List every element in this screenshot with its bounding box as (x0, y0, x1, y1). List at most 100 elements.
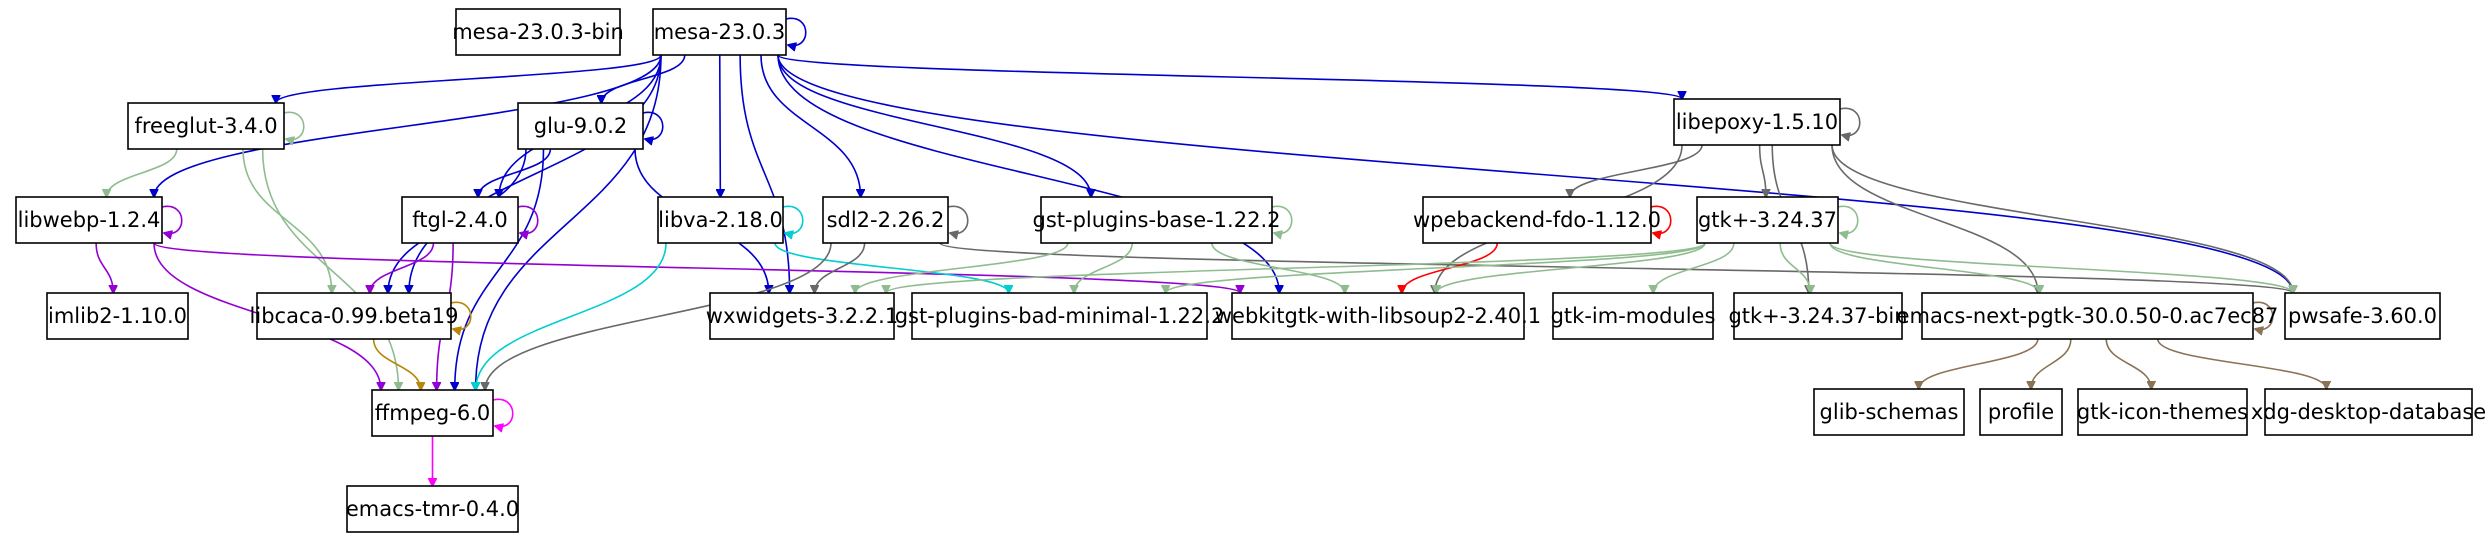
edge-libepoxy-to-libepoxy (1839, 107, 1861, 135)
package-node-libcaca[interactable]: libcaca-0.99.beta19 (250, 292, 459, 340)
package-node-profile[interactable]: profile (1979, 388, 2063, 436)
dependency-edge (492, 398, 514, 426)
edge-libva-to-libva (782, 205, 804, 233)
dependency-edge (777, 54, 2293, 293)
package-node-box (455, 8, 621, 56)
dependency-edge (450, 301, 472, 329)
package-node-xdg_desktop[interactable]: xdg-desktop-database (2251, 388, 2486, 436)
dependency-edge (485, 242, 832, 390)
dependency-edge (1779, 242, 1810, 293)
package-node-box (127, 102, 285, 150)
dependency-edge (409, 54, 662, 293)
package-node-label: gtk+-3.24.37-bin (1728, 304, 1907, 328)
dependency-edge (455, 148, 545, 390)
package-node-mesa_bin[interactable]: mesa-23.0.3-bin (452, 8, 624, 56)
package-node-mesa[interactable]: mesa-23.0.3 (652, 8, 787, 56)
package-node-box (46, 292, 189, 340)
dependency-edge (1166, 242, 1706, 293)
package-node-box (652, 8, 787, 56)
package-node-box (256, 292, 452, 340)
package-node-gtk3[interactable]: gtk+-3.24.37 (1696, 196, 1839, 244)
dependency-edge (1837, 205, 1859, 233)
package-node-box (517, 102, 644, 150)
package-node-label: emacs-tmr-0.4.0 (346, 497, 519, 521)
package-node-label: wxwidgets-3.2.2.1 (706, 304, 898, 328)
edge-gtk3-to-gtk3_bin (1779, 242, 1810, 293)
package-node-gtk3_bin[interactable]: gtk+-3.24.37-bin (1728, 292, 1908, 340)
package-node-box (2264, 388, 2473, 436)
dependency-edge (2156, 338, 2327, 389)
edge-gst_base-to-wxwidgets (855, 242, 1069, 293)
package-node-libwebp[interactable]: libwebp-1.2.4 (15, 196, 163, 244)
package-node-webkitgtk[interactable]: webkitgtk-with-libsoup2-2.40.1 (1215, 292, 1541, 340)
dependency-edge (1831, 144, 2038, 293)
package-node-label: libwebp-1.2.4 (18, 208, 161, 232)
edge-libepoxy-to-wpebackend (1570, 144, 1703, 197)
dependency-edge (601, 54, 686, 103)
package-node-label: glu-9.0.2 (534, 114, 628, 138)
edge-gst_base-to-gst_bad (1074, 242, 1134, 293)
edge-gtk3-to-gtk3 (1837, 205, 1859, 233)
package-node-box (1673, 98, 1841, 146)
dependency-edge (777, 54, 1279, 293)
package-node-imlib2[interactable]: imlib2-1.10.0 (46, 292, 189, 340)
edge-mesa-to-wxwidgets (739, 54, 790, 293)
package-node-glib_schemas[interactable]: glib-schemas (1813, 388, 1965, 436)
edge-mesa-to-sdl2 (760, 54, 861, 197)
package-node-ftgl[interactable]: ftgl-2.4.0 (401, 196, 519, 244)
package-node-label: xdg-desktop-database (2251, 400, 2486, 424)
package-node-label: pwsafe-3.60.0 (2288, 304, 2437, 328)
dependency-edge (1829, 242, 2293, 293)
edge-mesa-to-ffmpeg (476, 54, 662, 390)
edge-glu-to-glu (642, 111, 664, 139)
edge-sdl2-to-ffmpeg (485, 242, 832, 390)
dependency-edge (1653, 242, 1735, 293)
package-node-libepoxy[interactable]: libepoxy-1.5.10 (1673, 98, 1841, 146)
package-node-gtk_icon[interactable]: gtk-icon-themes (2077, 388, 2248, 436)
dependency-edge (1831, 144, 2293, 293)
dependency-edge (642, 111, 664, 139)
dependency-edge (739, 54, 790, 293)
package-node-box (371, 389, 494, 437)
package-node-box (15, 196, 163, 244)
package-node-box (822, 196, 949, 244)
package-node-gst_bad[interactable]: gst-plugins-bad-minimal-1.22.2 (895, 292, 1225, 340)
dependency-edge (785, 17, 807, 45)
package-node-ffmpeg[interactable]: ffmpeg-6.0 (371, 389, 494, 437)
edge-libwebp-to-webkitgtk (153, 242, 1240, 293)
package-node-wxwidgets[interactable]: wxwidgets-3.2.2.1 (706, 292, 898, 340)
edge-freeglut-to-ffmpeg (261, 148, 399, 390)
dependency-edge (476, 54, 662, 390)
edge-emacs_pgtk-to-emacs_pgtk (2252, 301, 2274, 329)
package-node-box (911, 292, 1208, 340)
package-node-freeglut[interactable]: freeglut-3.4.0 (127, 102, 285, 150)
edge-libepoxy-to-gtk3 (1758, 144, 1766, 197)
package-node-box (401, 196, 519, 244)
edge-libcaca-to-libcaca (450, 301, 472, 329)
package-node-box (1696, 196, 1839, 244)
package-node-label: freeglut-3.4.0 (134, 114, 277, 138)
edge-libwebp-to-libwebp (161, 205, 183, 233)
package-node-emacs_pgtk[interactable]: emacs-next-pgtk-30.0.50-0.ac7ec87 (1897, 292, 2279, 340)
package-node-box (1552, 292, 1714, 340)
edge-gtk3-to-gst_bad (1166, 242, 1706, 293)
package-node-box (1813, 388, 1965, 436)
edge-gtk3-to-webkitgtk (1436, 242, 1706, 293)
edge-mesa-to-glu (601, 54, 686, 103)
package-node-sdl2[interactable]: sdl2-2.26.2 (822, 196, 949, 244)
dependency-edge (1650, 205, 1672, 233)
package-node-libva[interactable]: libva-2.18.0 (657, 196, 784, 244)
edge-gtk3-to-emacs_pgtk (1829, 242, 2040, 293)
package-node-gst_base[interactable]: gst-plugins-base-1.22.2 (1033, 196, 1281, 244)
package-node-glu[interactable]: glu-9.0.2 (517, 102, 644, 150)
package-node-wpebackend[interactable]: wpebackend-fdo-1.12.0 (1413, 196, 1661, 244)
dependency-edge (1758, 144, 1766, 197)
dependency-edge (1074, 242, 1134, 293)
package-node-gtk_im[interactable]: gtk-im-modules (1551, 292, 1716, 340)
package-node-label: libcaca-0.99.beta19 (250, 304, 459, 328)
package-node-pwsafe[interactable]: pwsafe-3.60.0 (2284, 292, 2441, 340)
edge-glu-to-ftgl (478, 148, 552, 197)
package-node-emacs_tmr[interactable]: emacs-tmr-0.4.0 (346, 485, 519, 533)
package-node-box (346, 485, 519, 533)
package-node-box (1733, 292, 1903, 340)
